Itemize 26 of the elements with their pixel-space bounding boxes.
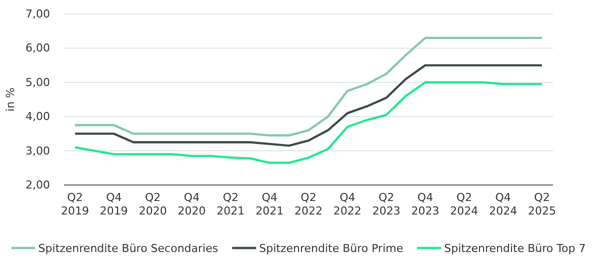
x-tick-label: Q2 2024: [450, 190, 478, 218]
x-tick-label: Q4 2021: [256, 190, 284, 218]
x-tick-label: Q2 2025: [528, 190, 556, 218]
x-tick-label: Q4 2024: [489, 190, 518, 218]
x-tick-label: Q2 2021: [216, 190, 245, 218]
legend-label: Spitzenrendite Büro Prime: [259, 242, 404, 255]
y-tick-label: 3,00: [26, 144, 50, 158]
y-tick-label: 5,00: [26, 76, 50, 89]
x-tick-label: Q2 2022: [294, 190, 322, 218]
legend-label: Spitzenrendite Büro Top 7: [444, 242, 586, 255]
y-tick-label: 7,00: [26, 8, 50, 21]
line-series: [74, 64, 544, 147]
x-tick-label: Q2 2023: [372, 190, 400, 218]
y-tick-label: 6,00: [26, 42, 50, 55]
line-series: [74, 81, 544, 164]
legend-label: Spitzenrendite Büro Secondaries: [38, 242, 218, 255]
y-tick-label: 2,00: [26, 178, 50, 192]
x-tick-label: Q2 2020: [138, 190, 167, 218]
x-tick-label: Q4 2019: [100, 190, 128, 218]
y-axis-title: in %: [4, 88, 17, 112]
line-series: [74, 36, 544, 137]
y-tick-label: 4,00: [26, 110, 50, 124]
x-tick-label: Q4 2022: [333, 190, 362, 218]
x-tick-label: Q4 2023: [411, 190, 440, 218]
x-tick-label: Q2 2019: [61, 190, 89, 218]
x-tick-label: Q4 2020: [178, 190, 206, 218]
